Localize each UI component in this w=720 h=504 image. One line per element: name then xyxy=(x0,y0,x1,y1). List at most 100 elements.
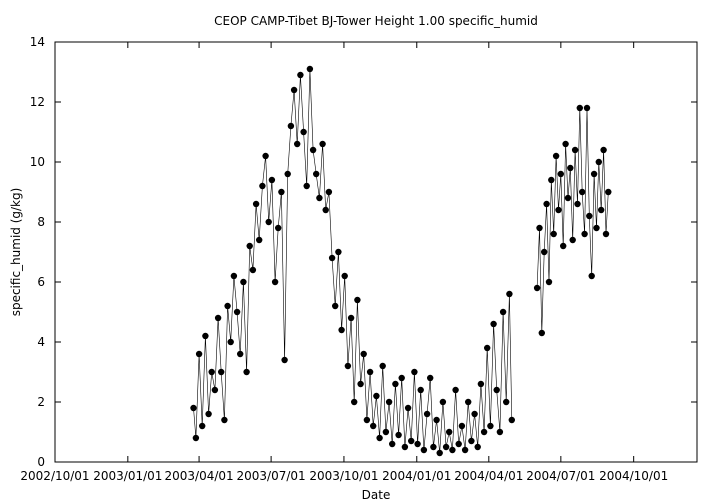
data-point xyxy=(246,242,253,250)
data-point xyxy=(265,218,272,226)
x-tick-label: 2004/07/01 xyxy=(526,469,595,483)
data-point xyxy=(249,266,257,274)
data-point xyxy=(341,272,348,280)
data-point xyxy=(211,386,219,394)
data-point xyxy=(370,422,377,430)
data-series xyxy=(190,65,612,457)
y-axis: 0 2 4 6 8 10 12 14 xyxy=(30,35,697,469)
data-point xyxy=(480,428,488,436)
data-point xyxy=(382,428,390,436)
data-point xyxy=(545,278,553,286)
x-tick-label: 2003/07/01 xyxy=(237,469,306,483)
data-point xyxy=(423,410,431,418)
data-point xyxy=(294,140,301,148)
data-point xyxy=(376,434,383,442)
data-point xyxy=(414,440,421,448)
data-point xyxy=(319,140,326,148)
data-point xyxy=(455,440,462,448)
y-tick-label: 10 xyxy=(30,155,45,169)
data-point xyxy=(398,374,405,382)
data-point xyxy=(379,362,386,370)
data-point xyxy=(468,437,475,445)
data-point xyxy=(583,104,591,112)
data-point xyxy=(590,170,598,178)
data-point xyxy=(503,398,510,406)
data-point xyxy=(332,302,339,310)
x-tick-label: 2003/01/01 xyxy=(93,469,162,483)
data-point xyxy=(458,422,466,430)
data-point xyxy=(602,230,610,238)
x-tick-label: 2002/10/01 xyxy=(20,469,89,483)
data-point xyxy=(205,410,212,418)
data-point xyxy=(195,350,203,358)
data-point xyxy=(588,272,595,280)
data-point xyxy=(309,146,317,154)
y-tick-label: 4 xyxy=(37,335,45,349)
y-tick-label: 2 xyxy=(37,395,45,409)
data-point xyxy=(392,380,399,388)
data-point xyxy=(373,392,380,400)
data-point xyxy=(221,416,228,424)
data-point xyxy=(567,164,574,172)
data-point xyxy=(192,434,200,442)
data-point xyxy=(199,422,206,430)
data-point xyxy=(548,176,555,184)
data-point xyxy=(579,188,586,196)
data-point xyxy=(347,314,355,322)
data-point xyxy=(284,170,291,178)
data-point xyxy=(538,329,545,337)
data-point xyxy=(271,278,279,286)
data-point xyxy=(335,248,342,256)
data-point xyxy=(436,449,443,457)
data-point xyxy=(252,200,260,208)
data-point xyxy=(562,140,569,148)
data-point xyxy=(344,362,352,370)
data-point xyxy=(543,200,550,208)
data-point xyxy=(338,326,345,334)
data-point xyxy=(275,224,282,232)
x-tick-label: 2003/10/01 xyxy=(309,469,378,483)
data-point xyxy=(385,398,393,406)
data-point xyxy=(552,152,560,160)
data-point xyxy=(560,242,567,250)
data-point xyxy=(595,158,602,166)
x-tick-label: 2004/10/01 xyxy=(599,469,668,483)
data-point xyxy=(351,398,358,406)
data-point xyxy=(439,398,447,406)
data-point xyxy=(452,386,459,394)
data-point xyxy=(557,170,564,178)
data-point xyxy=(465,398,472,406)
data-point xyxy=(233,308,241,316)
data-point xyxy=(404,404,412,412)
data-point xyxy=(408,437,415,445)
data-point xyxy=(564,194,572,202)
data-point xyxy=(598,206,605,214)
data-point xyxy=(214,314,222,322)
data-point xyxy=(227,338,234,346)
data-point xyxy=(593,224,600,232)
data-point xyxy=(224,302,231,310)
data-point xyxy=(357,380,364,388)
data-point xyxy=(287,122,295,130)
data-point xyxy=(536,224,543,232)
data-point xyxy=(550,230,557,238)
data-point xyxy=(576,104,583,112)
data-point xyxy=(574,200,581,208)
data-point xyxy=(471,410,478,418)
y-tick-label: 0 xyxy=(37,455,45,469)
data-point xyxy=(354,296,361,304)
y-tick-label: 8 xyxy=(37,215,45,229)
data-point xyxy=(313,170,320,178)
data-point xyxy=(605,188,612,196)
data-point xyxy=(256,236,263,244)
data-point xyxy=(446,428,453,436)
data-point xyxy=(487,422,494,430)
data-point xyxy=(360,350,367,358)
data-point xyxy=(581,230,588,238)
data-point xyxy=(571,146,579,154)
y-tick-label: 6 xyxy=(37,275,45,289)
data-point xyxy=(268,176,276,184)
data-point xyxy=(190,404,197,412)
data-point xyxy=(300,128,307,136)
